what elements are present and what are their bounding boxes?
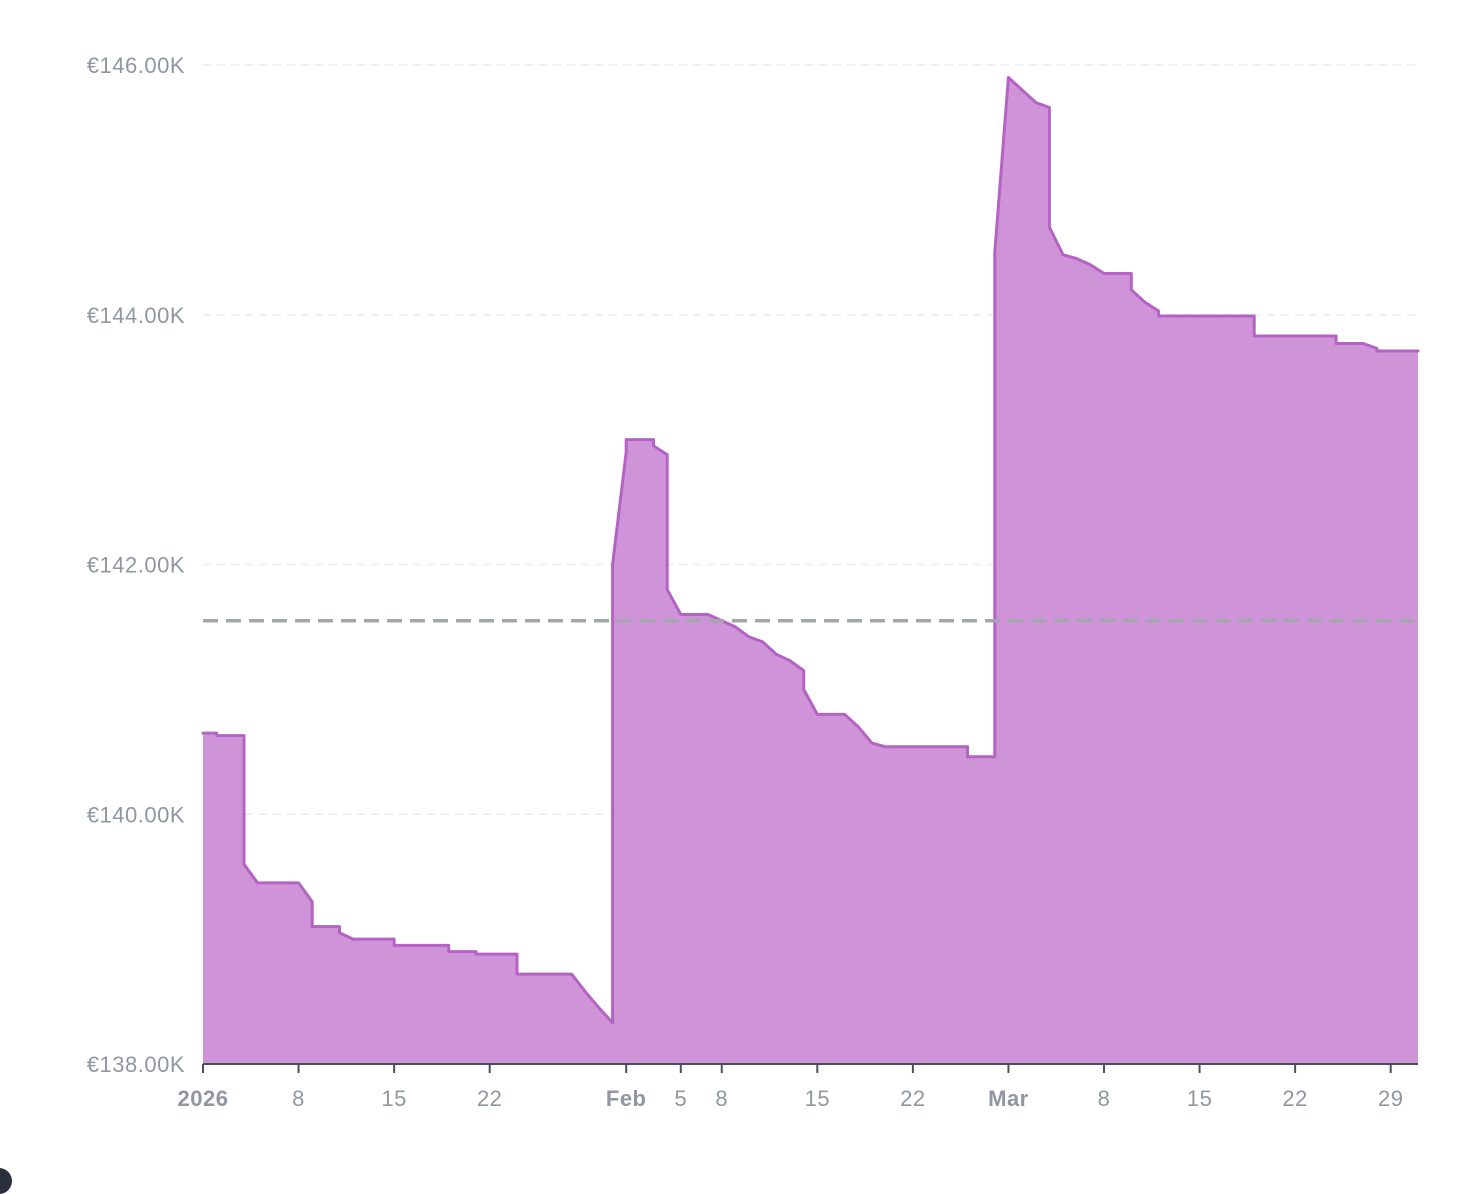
x-tick-label: 22	[1282, 1086, 1307, 1111]
y-tick-label: €142.00K	[87, 553, 185, 578]
x-tick-label: 2026	[178, 1086, 229, 1111]
x-axis-labels: 2026 8 15 22 Feb 5 8 15 22 Mar 8 15 22 29	[178, 1086, 1403, 1111]
area-series	[201, 76, 1420, 1064]
x-tick-label: 22	[477, 1086, 502, 1111]
y-tick-label: €140.00K	[87, 802, 185, 827]
x-axis	[202, 1063, 1418, 1073]
x-tick-label: 15	[805, 1086, 830, 1111]
x-tick-label: 8	[1098, 1086, 1111, 1111]
x-tick-label: Feb	[606, 1086, 647, 1111]
x-tick-label: 22	[900, 1086, 925, 1111]
x-tick-label: 8	[715, 1086, 728, 1111]
x-tick-label: 15	[1187, 1086, 1212, 1111]
area-fill	[203, 77, 1418, 1064]
y-axis-labels: €138.00K €140.00K €142.00K €144.00K €146.00K	[87, 53, 185, 1077]
y-tick-label: €138.00K	[87, 1052, 185, 1077]
x-tick-label: 5	[674, 1086, 687, 1111]
series-line	[201, 76, 1420, 1025]
y-tick-label: €144.00K	[87, 303, 185, 328]
x-tick-label: 29	[1378, 1086, 1403, 1111]
y-tick-label: €146.00K	[87, 53, 185, 78]
x-tick-label: 15	[381, 1086, 406, 1111]
x-tick-label: 8	[292, 1086, 305, 1111]
x-tick-label: Mar	[988, 1086, 1029, 1111]
